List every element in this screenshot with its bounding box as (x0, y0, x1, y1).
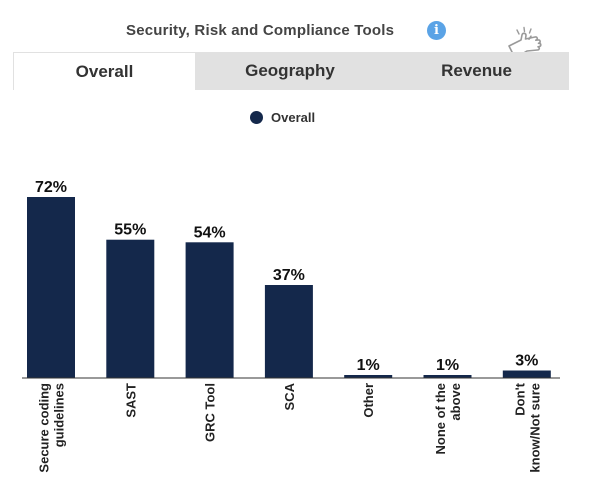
info-icon[interactable]: i (427, 21, 446, 40)
bar[interactable] (106, 239, 155, 378)
tab-bar: Overall Geography Revenue (13, 52, 569, 90)
legend-swatch (250, 110, 263, 124)
value-labels-group: 72% 55% 54% 37% 1% 1% 3% (35, 179, 538, 374)
category-label-line: Don't (512, 382, 527, 415)
tab-revenue[interactable]: Revenue (441, 61, 512, 80)
category-labels-group: Secure coding guidelines SAST GRC Tool SCA Ot… (37, 382, 543, 472)
category-label-line: Secure coding (37, 383, 52, 473)
bar[interactable] (344, 375, 393, 378)
bar[interactable] (423, 375, 472, 378)
category-label: Don't know/Not sure (512, 382, 542, 472)
category-label-line: GRC Tool (203, 383, 218, 442)
bar-value-label: 72% (35, 179, 67, 196)
category-label-line: SAST (123, 383, 138, 418)
tab-overall[interactable]: Overall (13, 52, 196, 90)
chart-legend: Overall (250, 108, 315, 126)
category-label-line: know/Not sure (527, 383, 542, 473)
category-label-line: Other (361, 383, 376, 418)
category-label: None of the above (433, 383, 463, 455)
chart-header: Security, Risk and Compliance Tools i (0, 0, 611, 56)
category-label: SAST (123, 383, 138, 418)
bar-value-label: 3% (515, 353, 538, 370)
category-label-line: SCA (282, 382, 297, 410)
hand-pointer-icon (508, 26, 542, 56)
category-label: GRC Tool (203, 383, 218, 442)
bar[interactable] (27, 197, 75, 378)
bar-value-label: 55% (114, 222, 146, 239)
bar-value-label: 1% (357, 357, 380, 374)
chart-title: Security, Risk and Compliance Tools (126, 22, 395, 39)
bar-value-label: 1% (436, 357, 459, 374)
bar[interactable] (502, 370, 551, 379)
bar[interactable] (185, 242, 234, 379)
category-label-line: None of the (433, 383, 448, 455)
bars-group (27, 197, 551, 379)
tab-geography[interactable]: Geography (245, 61, 335, 80)
category-label: SCA (282, 382, 297, 410)
legend-label: Overall (271, 109, 316, 125)
category-label: Secure coding guidelines (37, 383, 67, 473)
bar-value-label: 54% (194, 224, 226, 241)
category-label-line: guidelines (52, 383, 67, 447)
bar[interactable] (264, 285, 313, 378)
category-label-line: above (448, 383, 463, 421)
category-label: Other (361, 383, 376, 418)
bar-value-label: 37% (273, 267, 305, 284)
